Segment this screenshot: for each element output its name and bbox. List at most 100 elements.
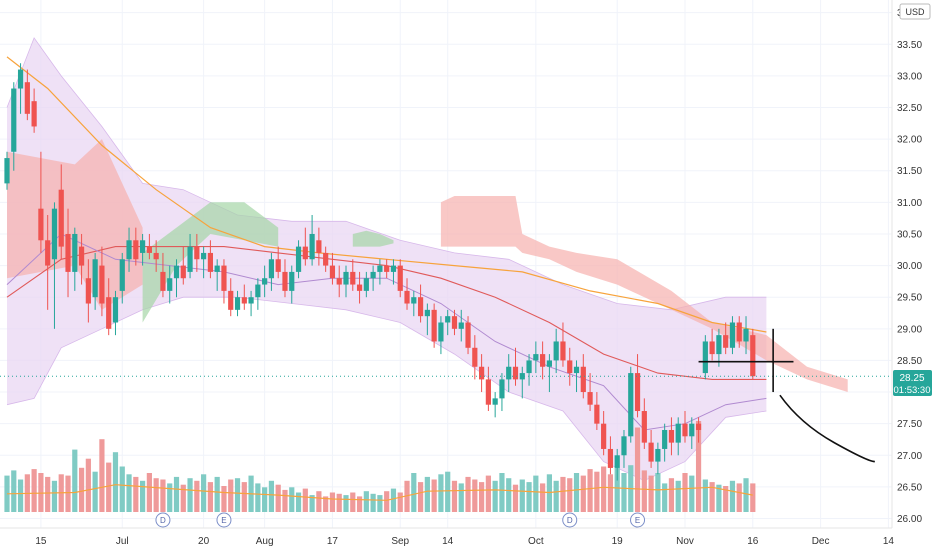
candle-body-39	[268, 259, 275, 279]
candle-body-5	[38, 208, 44, 241]
candle-body-71	[485, 379, 491, 405]
price-tick-8: 30.00	[897, 261, 922, 272]
time-axis[interactable]: 15 Jul 20 Aug 17 Sep 14 Oct 19 Nov 16 Dec 14	[0, 527, 894, 547]
candle-body-102	[695, 423, 702, 430]
volume-bar-39	[268, 480, 275, 512]
volume-bar-26	[180, 484, 186, 512]
candle-body-93	[634, 373, 641, 412]
volume-bar-11	[78, 467, 85, 512]
candle-body-31	[214, 265, 220, 272]
candle-body-17	[119, 259, 125, 291]
volume-bar-12	[85, 458, 91, 512]
volume-bar-71	[485, 475, 491, 512]
volume-bar-107	[729, 480, 736, 512]
volume-bar-46	[316, 491, 322, 512]
price-tick-5: 28.50	[897, 356, 922, 367]
candle-body-110	[750, 335, 756, 377]
candle-body-16	[112, 297, 119, 323]
volume-bar-13	[92, 471, 98, 512]
volume-bar-65	[445, 471, 451, 512]
volume-bar-90	[614, 467, 620, 512]
volume-bar-16	[112, 452, 119, 512]
volume-bar-78	[533, 475, 539, 512]
volume-bar-28	[194, 480, 200, 512]
candle-body-28	[194, 246, 200, 260]
price-tick-10: 31.00	[897, 198, 922, 209]
volume-bar-95	[648, 475, 654, 512]
volume-bar-18	[126, 474, 132, 512]
price-axis[interactable]: 26.0026.5027.0027.5028.0028.5029.0029.50…	[891, 0, 932, 550]
volume-bar-31	[214, 476, 220, 512]
candle-body-52	[356, 284, 363, 291]
volume-bar-45	[309, 495, 315, 512]
candle-body-27	[187, 246, 193, 272]
price-badge: 28.25 01:53:30	[893, 370, 932, 396]
currency-label: USD	[899, 3, 931, 20]
volume-bar-19	[133, 476, 139, 512]
volume-bar-100	[682, 473, 688, 512]
candle-body-80	[546, 360, 552, 367]
volume-bar-55	[377, 495, 383, 512]
candle-body-50	[343, 271, 349, 285]
time-tick-6: 14	[442, 536, 454, 547]
ma-orange-line	[6, 56, 767, 333]
candle-body-19	[133, 240, 139, 260]
volume-bar-9	[65, 475, 71, 512]
event-marker-label-0: D	[160, 516, 166, 525]
candle-body-56	[384, 265, 390, 272]
volume-bar-51	[350, 492, 356, 512]
candle-body-95	[648, 442, 654, 462]
candle-body-44	[302, 246, 308, 260]
candle-body-106	[723, 335, 729, 348]
volume-bar-79	[540, 483, 546, 512]
volume-bar-37	[255, 483, 261, 512]
candle-body-63	[431, 309, 437, 342]
volume-bar-85	[580, 475, 586, 512]
candle-body-9	[65, 233, 71, 272]
event-marker-label-1: E	[221, 516, 226, 525]
candle-body-76	[519, 373, 525, 380]
candle-body-49	[336, 278, 342, 285]
candle-body-60	[411, 297, 417, 304]
volume-bar-24	[167, 483, 173, 512]
candle-body-47	[323, 252, 329, 266]
time-tick-9: Nov	[676, 536, 694, 547]
volume-bar-35	[241, 482, 247, 512]
candle-body-65	[445, 316, 451, 323]
candle-body-107	[729, 322, 736, 348]
candle-body-7	[51, 208, 58, 260]
candle-body-25	[173, 265, 180, 279]
volume-bar-98	[668, 478, 675, 512]
volume-bar-40	[275, 484, 281, 512]
volume-bar-33	[228, 479, 234, 512]
candle-body-88	[601, 423, 607, 449]
price-tick-9: 30.50	[897, 229, 922, 240]
candle-body-108	[736, 322, 742, 342]
candle-body-45	[309, 233, 315, 260]
candle-body-66	[451, 316, 458, 329]
volume-bar-47	[323, 496, 329, 512]
volume-bar-84	[573, 473, 580, 512]
price-tick-13: 32.50	[897, 103, 922, 114]
event-marker-label-3: E	[635, 516, 640, 525]
candle-body-21	[146, 246, 152, 253]
event-marker-1	[216, 512, 232, 528]
volume-bar-22	[153, 478, 159, 512]
volume-bar-20	[140, 480, 146, 512]
candle-body-75	[512, 366, 519, 380]
volume-bar-91	[621, 473, 627, 512]
price-tick-14: 33.00	[897, 71, 922, 82]
volume-bar-101	[689, 475, 695, 512]
volume-bar-93	[634, 427, 641, 512]
candle-body-84	[573, 366, 580, 374]
volume-bar-66	[451, 480, 458, 512]
time-tick-4: 17	[327, 536, 339, 547]
candle-body-30	[207, 252, 213, 272]
candle-body-101	[689, 423, 695, 437]
candle-body-99	[675, 423, 681, 443]
candle-body-4	[31, 101, 37, 127]
candle-body-14	[99, 265, 105, 304]
volume-bar-106	[723, 486, 729, 512]
